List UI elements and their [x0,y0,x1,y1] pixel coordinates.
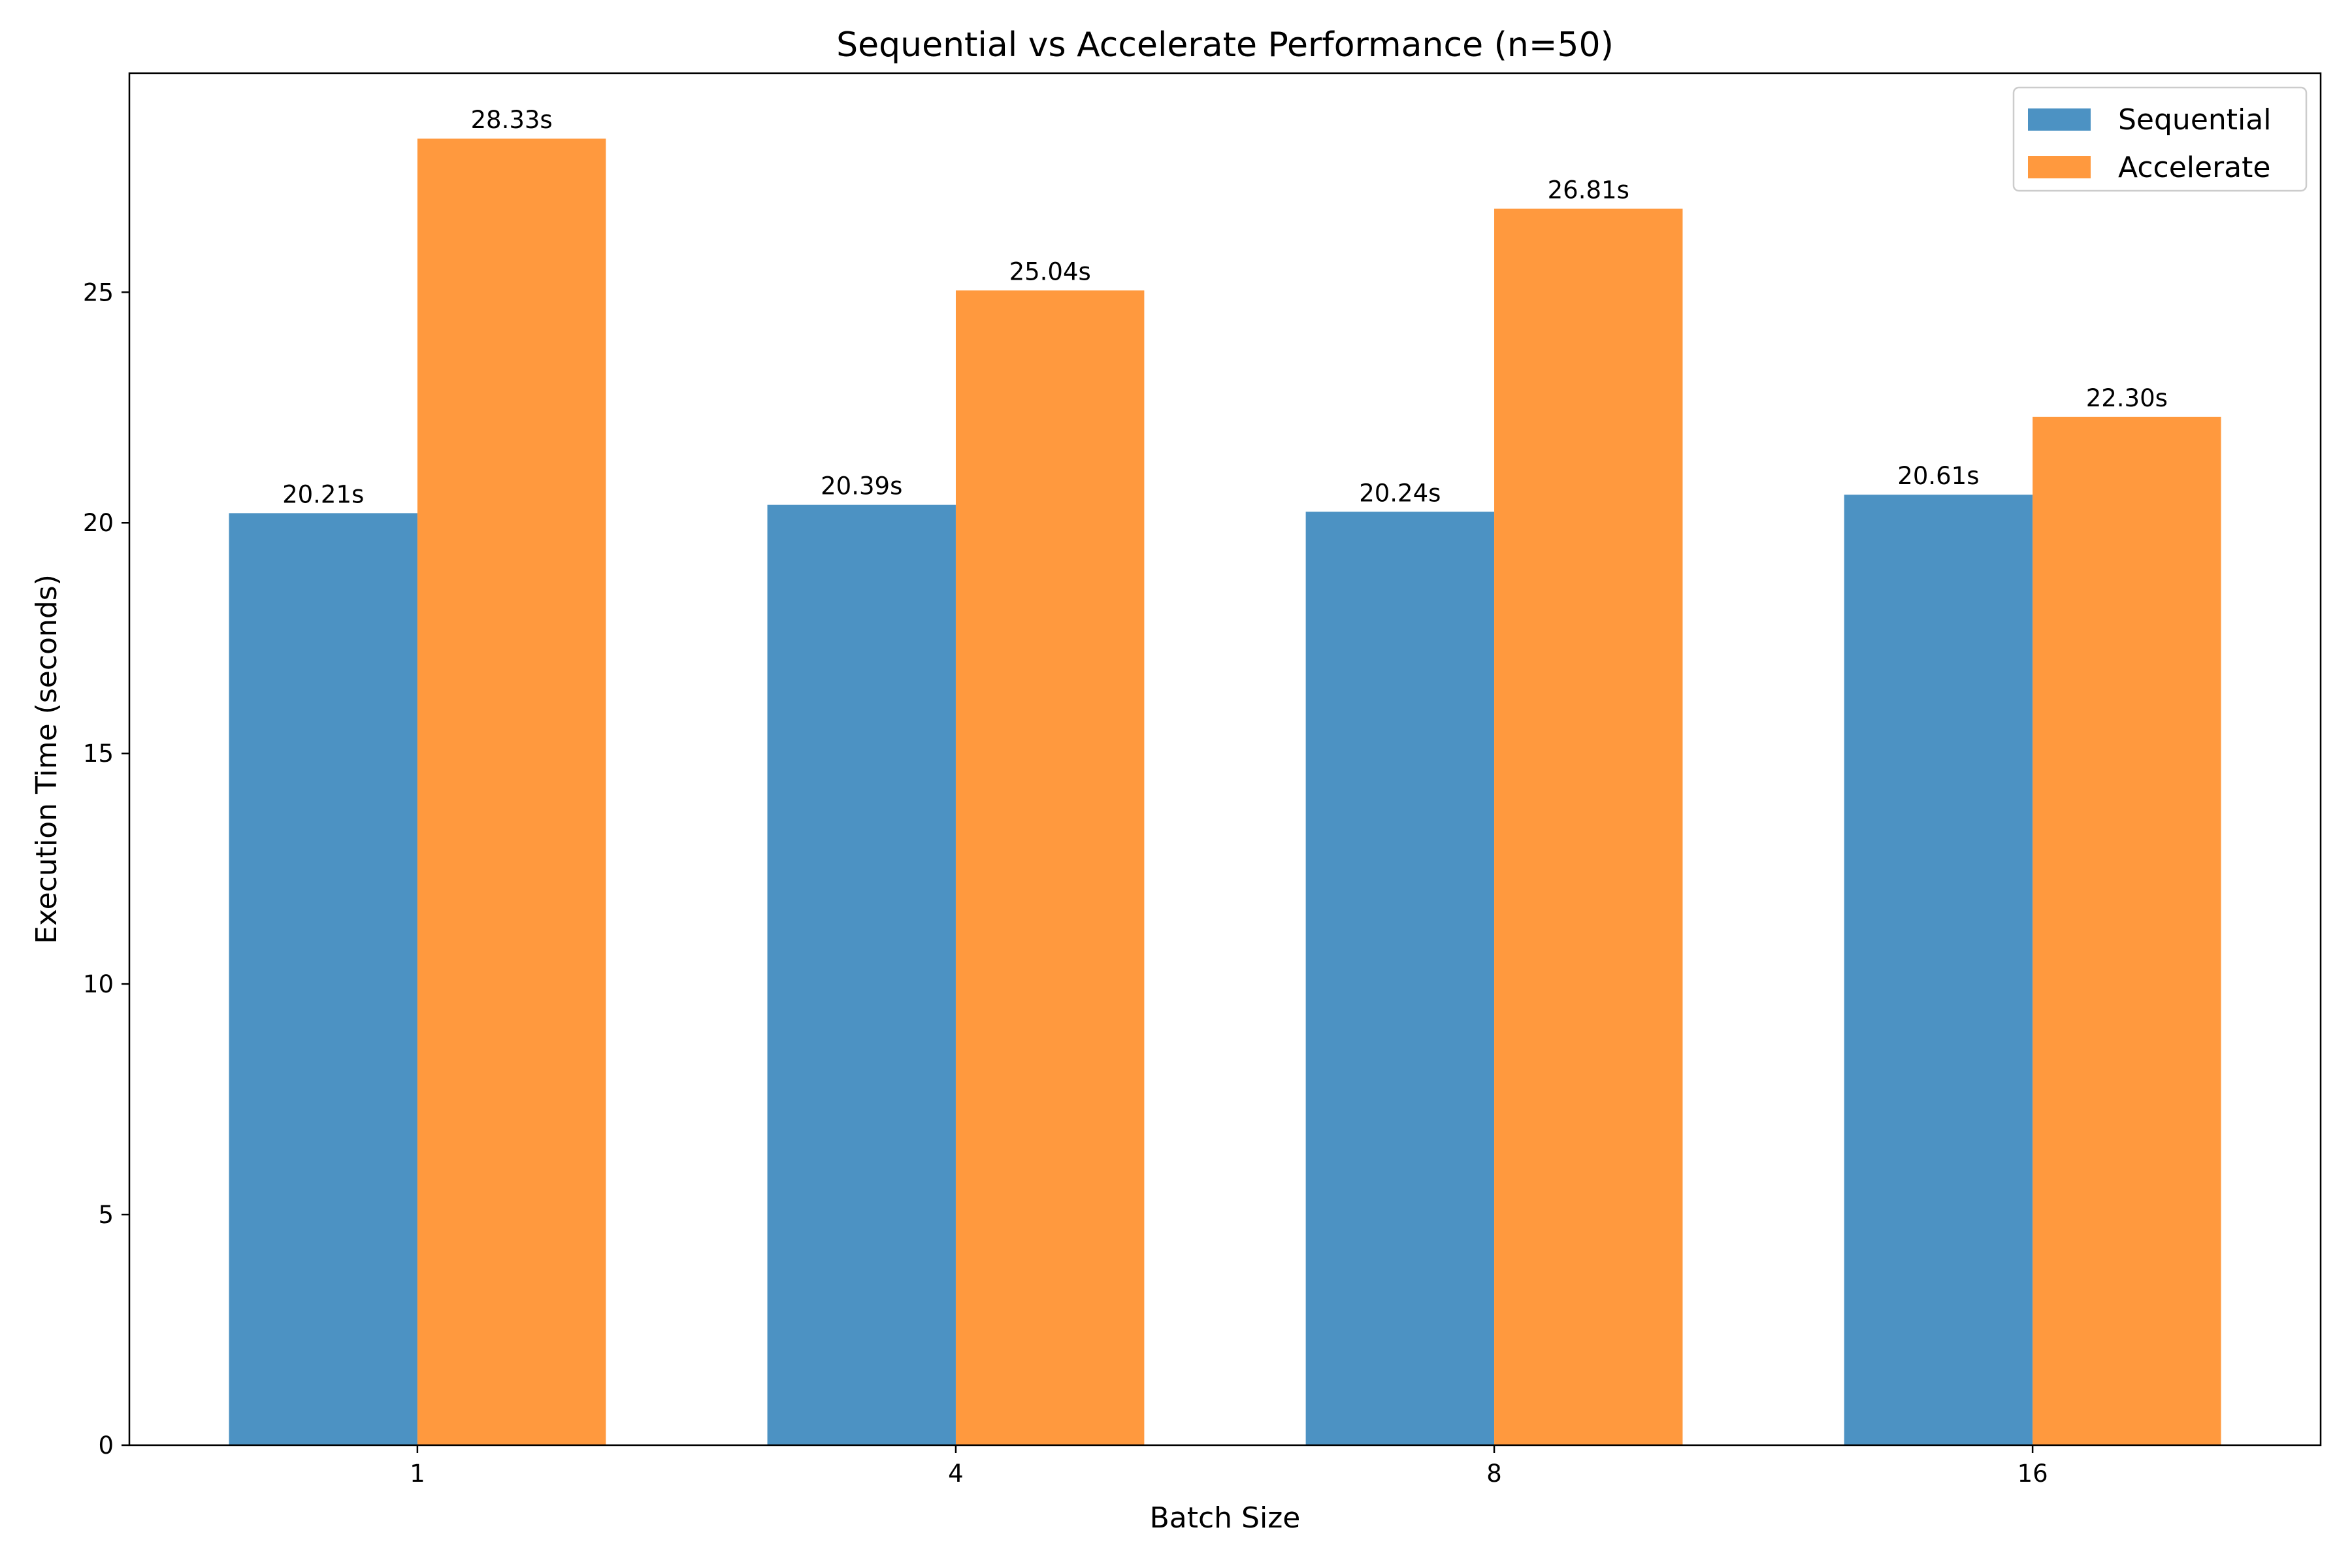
bar-sequential-16 [1844,495,2033,1445]
bars-group [229,139,2221,1446]
data-label-sequential-8: 20.24s [1359,479,1441,507]
data-labels-group: 20.21s 20.39s 20.24s 20.61s 28.33s 25.04s 26.8… [282,106,2168,508]
legend-swatch-sequential [2028,108,2091,131]
y-tick-label: 5 [98,1201,114,1229]
x-tick-label: 4 [948,1460,964,1488]
y-tick-label: 10 [83,970,114,998]
x-tick-label: 16 [2017,1460,2048,1488]
y-tick-label: 15 [83,740,114,768]
bar-accelerate-8 [1494,208,1683,1445]
data-label-sequential-16: 20.61s [1897,462,1979,490]
plot-frame [128,72,2322,1446]
x-tick-label: 1 [410,1460,425,1488]
bar-accelerate-16 [2033,416,2221,1445]
data-label-accelerate-16: 22.30s [2086,384,2168,412]
data-label-accelerate-8: 26.81s [1548,176,1629,204]
chart-title: Sequential vs Accelerate Performance (n=… [836,25,1614,65]
y-axis: 0 5 10 15 20 25 [83,278,129,1460]
legend-label-accelerate: Accelerate [2118,151,2270,184]
x-tick-label: 8 [1486,1460,1502,1488]
bar-sequential-8 [1305,512,1495,1445]
x-axis-label: Batch Size [1150,1501,1301,1535]
bar-accelerate-4 [955,290,1145,1445]
data-label-accelerate-4: 25.04s [1009,257,1091,286]
legend: Sequential Accelerate [2012,86,2308,192]
data-label-sequential-4: 20.39s [821,472,902,500]
legend-swatch-accelerate [2028,156,2091,178]
y-tick-label: 25 [83,278,114,306]
bar-accelerate-1 [417,139,606,1445]
x-axis: 1 4 8 16 [410,1445,2048,1488]
y-tick-label: 20 [83,509,114,537]
bar-sequential-1 [229,513,417,1445]
bar-sequential-4 [767,504,956,1446]
y-axis-label: Execution Time (seconds) [30,574,63,944]
data-label-accelerate-1: 28.33s [470,106,552,134]
data-label-sequential-1: 20.21s [282,480,364,508]
legend-label-sequential: Sequential [2118,103,2271,137]
y-tick-label: 0 [98,1431,114,1460]
